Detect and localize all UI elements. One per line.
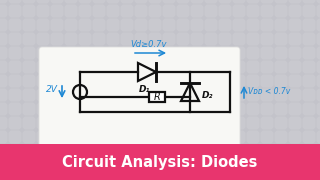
FancyBboxPatch shape — [39, 47, 240, 148]
Bar — [0, 144, 320, 180]
Text: Vᴅᴅ < 0.7v: Vᴅᴅ < 0.7v — [248, 87, 290, 96]
Text: Circuit Analysis: Diodes: Circuit Analysis: Diodes — [62, 154, 258, 170]
Text: D₁: D₁ — [139, 85, 151, 94]
Text: R: R — [154, 91, 160, 102]
Text: Vd≥0.7v: Vd≥0.7v — [131, 40, 167, 49]
Text: 2V: 2V — [46, 86, 58, 94]
Text: D₂: D₂ — [202, 91, 213, 100]
Bar — [149, 92, 165, 102]
